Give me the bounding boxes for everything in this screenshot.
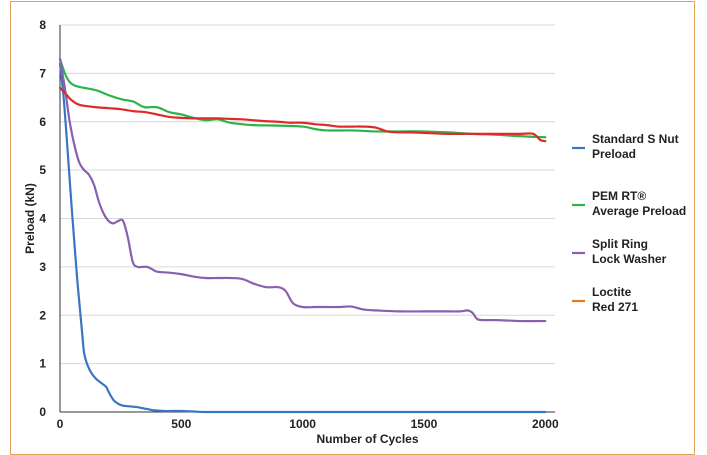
y-tick-label: 0 — [39, 405, 46, 419]
x-tick-labels: 0 500 1000 1500 2000 — [57, 417, 559, 431]
series-line — [58, 57, 547, 139]
legend-label: Loctite Red 271 — [592, 285, 638, 314]
y-tick-label: 1 — [39, 357, 46, 371]
y-tick-label: 6 — [39, 115, 46, 129]
legend-label: Split Ring Lock Washer — [592, 237, 667, 266]
y-tick-label: 8 — [39, 18, 46, 32]
x-axis-label: Number of Cycles — [316, 432, 418, 446]
legend-label: Standard S Nut Preload — [592, 132, 679, 161]
legend-label: PEM RT® Average Preload — [592, 189, 686, 218]
grid-lines — [60, 24, 555, 365]
y-tick-label: 3 — [39, 260, 46, 274]
y-tick-label: 2 — [39, 308, 46, 322]
y-tick-label: 4 — [39, 212, 46, 226]
x-tick-label: 2000 — [532, 417, 559, 431]
data-series — [58, 57, 547, 414]
x-tick-label: 1500 — [411, 417, 438, 431]
series-line — [58, 86, 547, 143]
x-tick-label: 500 — [171, 417, 191, 431]
y-tick-labels: 0 1 2 3 4 5 6 7 8 — [39, 18, 46, 419]
series-line — [58, 57, 547, 323]
series-line — [58, 62, 547, 414]
x-tick-label: 1000 — [289, 417, 316, 431]
y-tick-label: 5 — [39, 163, 46, 177]
y-axis-label: Preload (kN) — [23, 183, 37, 254]
y-tick-label: 7 — [39, 66, 46, 80]
x-tick-label: 0 — [57, 417, 64, 431]
legend: Standard S Nut Preload PEM RT® Average Prel… — [572, 132, 686, 314]
